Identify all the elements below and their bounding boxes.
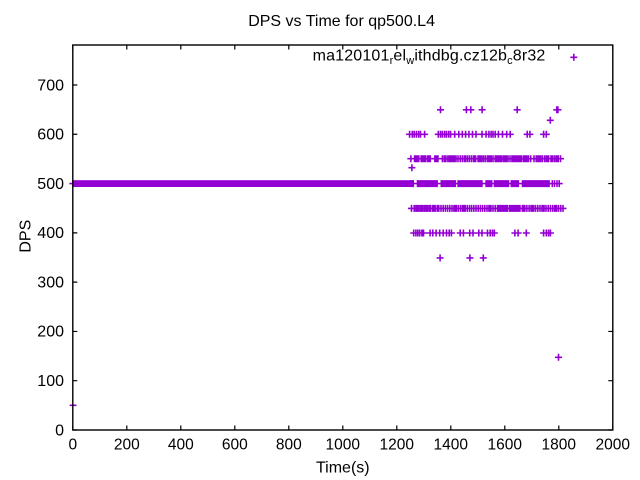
svg-text:1800: 1800 [542,437,577,454]
svg-text:1000: 1000 [326,437,361,454]
svg-text:Time(s): Time(s) [316,459,370,476]
svg-text:1200: 1200 [380,437,415,454]
svg-text:200: 200 [114,437,140,454]
svg-text:DPS vs Time for qp500.L4: DPS vs Time for qp500.L4 [248,13,435,30]
svg-text:2000: 2000 [596,437,631,454]
svg-text:100: 100 [37,373,64,390]
svg-text:700: 700 [37,77,64,94]
svg-text:0: 0 [68,437,77,454]
svg-text:800: 800 [276,437,302,454]
svg-text:600: 600 [222,437,248,454]
svg-text:500: 500 [37,176,64,193]
svg-text:200: 200 [37,324,64,341]
svg-text:0: 0 [55,422,64,439]
svg-text:600: 600 [37,127,64,144]
svg-text:400: 400 [168,437,194,454]
svg-text:ma120101relwithdbg.cz12bc8r32: ma120101relwithdbg.cz12bc8r32 [313,48,546,67]
svg-text:DPS: DPS [18,220,35,253]
svg-text:400: 400 [37,225,64,242]
svg-text:300: 300 [37,274,64,291]
svg-text:1400: 1400 [434,437,469,454]
svg-text:1600: 1600 [488,437,523,454]
